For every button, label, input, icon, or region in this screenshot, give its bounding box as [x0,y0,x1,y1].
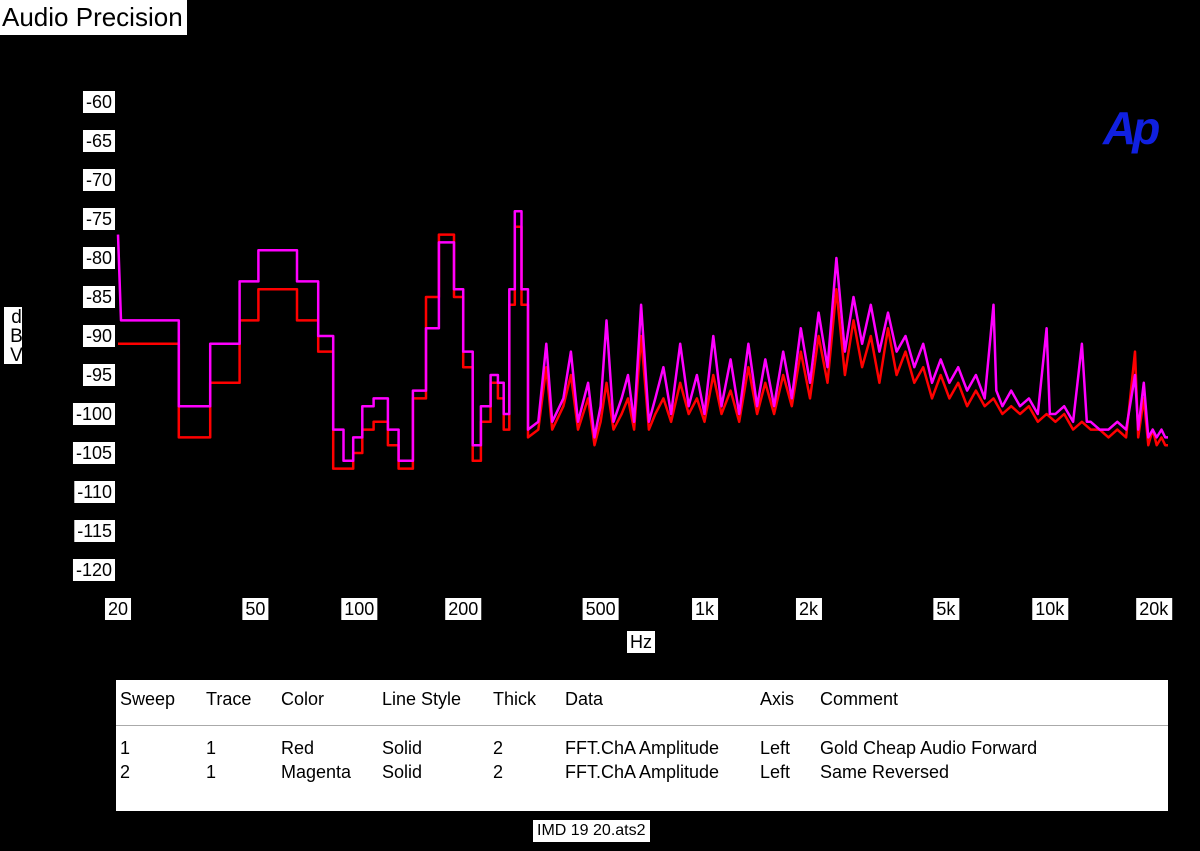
y-tick-label: -80 [86,248,112,268]
x-tick-label-bg [445,598,482,620]
x-tick-label-bg [1032,598,1069,620]
y-tick-label-bg [82,364,115,386]
legend-header-comment: Comment [816,680,1168,726]
legend-cell-line-style: Solid [382,761,423,782]
legend-cell-color: Magenta [281,761,352,782]
x-axis-label-bg [627,631,655,653]
legend-cell-sweep: 2 [120,761,131,782]
y-tick-label: -100 [76,404,112,424]
x-tick-label-bg [692,598,719,620]
x-tick-label: 200 [448,599,478,619]
x-tick-label: 20k [1139,599,1169,619]
x-tick-label: 500 [586,599,616,619]
legend-header-trace: Trace [202,680,277,726]
legend-table: Sweep Trace Color Line Style Thick Data … [116,680,1168,811]
x-tick-label-bg [242,598,269,620]
legend-cell-comment: Same Reversed [820,761,950,782]
x-tick-label: 5k [936,599,956,619]
legend-cell-thick: 2 [493,737,504,758]
y-tick-label: -95 [86,365,112,385]
legend-cell-axis: Left [760,737,791,758]
y-tick-label-bg [82,325,115,347]
series-line-1 [118,225,1168,470]
y-tick-label: -65 [86,131,112,151]
x-tick-label-bg [933,598,960,620]
legend-cell-data: FFT.ChA Amplitude [565,761,720,782]
x-tick-label-bg [582,598,619,620]
y-tick-label-bg [82,208,115,230]
y-tick-label: -75 [86,209,112,229]
y-tick-label: -90 [86,326,112,346]
app-title: Audio Precision [0,0,187,35]
x-tick-label: 100 [344,599,374,619]
legend-header-axis: Axis [756,680,816,726]
x-axis-label: Hz [630,632,652,652]
x-tick-label: 20 [108,599,128,619]
x-tick-label: 1k [695,599,715,619]
legend-row: 2 1 Magenta Solid 2 FFT.ChA Amplitude Le… [116,760,1168,784]
y-tick-label-bg [72,442,115,464]
x-tick-label-bg [1136,598,1173,620]
legend-cell-line-style: Solid [382,737,423,758]
y-tick-label: -60 [86,92,112,112]
legend-row: 1 1 Red Solid 2 FFT.ChA Amplitude Left G… [116,726,1168,761]
y-tick-label: -115 [77,521,112,541]
legend-header-color: Color [277,680,378,726]
footer-filename: IMD 19 20.ats2 [533,820,650,842]
y-tick-label: -85 [86,287,112,307]
legend-cell-color: Red [281,737,315,758]
x-tick-label: 50 [245,599,265,619]
y-tick-label: -70 [86,170,112,190]
x-tick-label-bg [104,598,132,620]
y-tick-label-bg [82,286,115,308]
y-tick-label-bg [72,403,115,425]
ap-logo: Ap [1103,102,1160,154]
x-tick-label-bg [795,598,822,620]
y-tick-label: -120 [76,560,112,580]
y-tick-label-bg [82,91,115,113]
x-tick-label-bg [341,598,378,620]
y-tick-label-bg [74,520,115,542]
y-tick-label-bg [82,169,115,191]
legend-cell-thick: 2 [493,761,504,782]
legend-cell-comment: Gold Cheap Audio Forward [820,737,1038,758]
y-tick-label-bg [74,481,115,503]
fft-chart: -60 -65 -70 -75 -80 -85 -90 -95 -100 -105 -110 -115… [72,91,1173,653]
x-tick-label: 10k [1035,599,1065,619]
y-tick-label-bg [72,559,115,581]
series-line-2 [116,209,1168,463]
legend-header-data: Data [561,680,756,726]
y-tick-label-bg [82,247,115,269]
legend-header-row: Sweep Trace Color Line Style Thick Data … [116,680,1168,726]
y-tick-label-bg [82,130,115,152]
y-tick-label: -110 [77,482,112,502]
legend-cell-trace: 1 [206,737,217,758]
legend-cell-trace: 1 [206,761,217,782]
legend-header-thick: Thick [489,680,561,726]
legend-cell-axis: Left [760,761,791,782]
y-tick-label: -105 [76,443,112,463]
legend-header-sweep: Sweep [116,680,202,726]
y-axis-label-text: dBV [6,307,27,364]
legend-cell-data: FFT.ChA Amplitude [565,737,720,758]
x-tick-label: 2k [799,599,819,619]
y-axis-label: dBV [4,307,27,364]
legend-header-line-style: Line Style [378,680,489,726]
legend-cell-sweep: 1 [120,737,131,758]
